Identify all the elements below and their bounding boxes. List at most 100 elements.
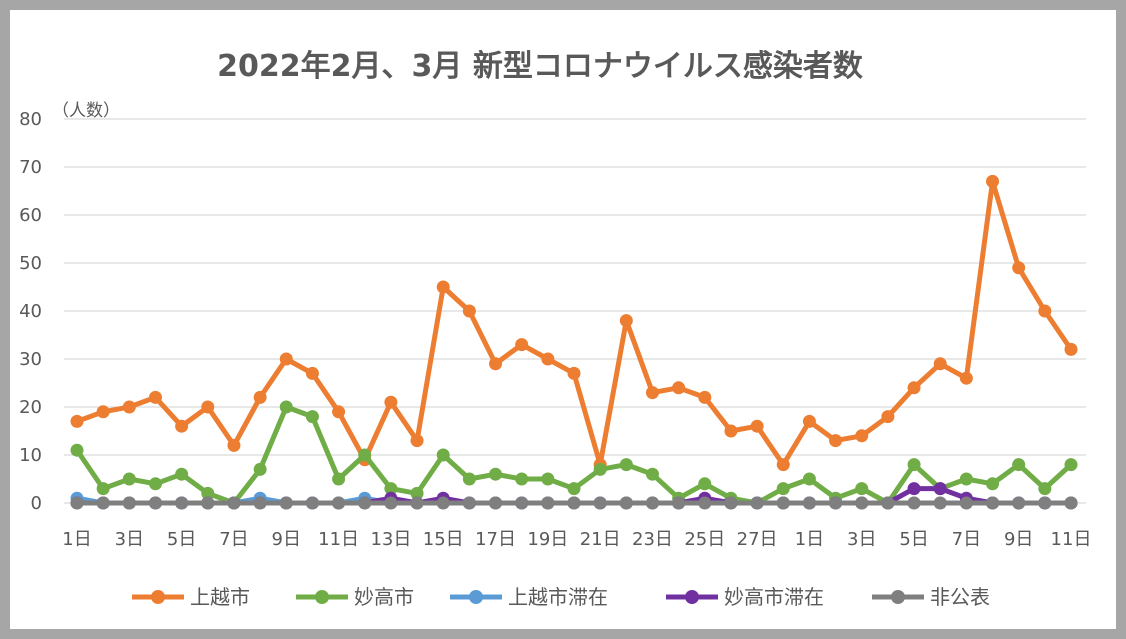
data-point	[776, 482, 790, 496]
data-point	[201, 400, 215, 414]
data-point	[933, 482, 947, 496]
data-point	[70, 443, 84, 457]
legend-item: 上越市滞在	[450, 585, 608, 609]
data-point	[881, 410, 895, 424]
legend-marker	[151, 590, 165, 604]
data-point	[567, 366, 581, 380]
x-axis-ticks: 1日 3日 5日 7日 9日 11日 13日 15日 17日 19日 21日 23日 25日 27日 1日 3…	[62, 529, 1091, 550]
data-point	[907, 458, 921, 472]
data-point	[148, 496, 162, 510]
y-tick-label: 40	[19, 301, 42, 322]
data-point	[645, 386, 659, 400]
x-tick-label: 3日	[847, 529, 876, 550]
legend-item: 妙高市	[296, 585, 414, 609]
data-point	[776, 458, 790, 472]
y-tick-label: 80	[19, 109, 42, 130]
data-point	[907, 482, 921, 496]
data-point	[1012, 458, 1026, 472]
data-point	[829, 434, 843, 448]
data-point	[802, 496, 816, 510]
data-point	[410, 434, 424, 448]
legend: 上越市 妙高市 上越市滞在 妙高市滞在 非公表	[132, 585, 990, 609]
data-point	[1064, 458, 1078, 472]
data-point	[593, 462, 607, 476]
x-tick-label: 17日	[475, 529, 516, 550]
x-tick-label: 11日	[318, 529, 359, 550]
x-tick-label: 27日	[737, 529, 778, 550]
data-point	[750, 419, 764, 433]
y-tick-label: 60	[19, 205, 42, 226]
data-point	[724, 496, 738, 510]
data-point	[1012, 496, 1026, 510]
data-point	[332, 405, 346, 419]
legend-item: 非公表	[872, 585, 990, 609]
data-point	[829, 496, 843, 510]
data-point	[305, 410, 319, 424]
data-point	[462, 496, 476, 510]
data-point	[253, 496, 267, 510]
data-point	[515, 472, 529, 486]
gridlines	[64, 118, 1086, 504]
data-point	[698, 477, 712, 491]
x-tick-label: 25日	[684, 529, 725, 550]
data-point	[802, 414, 816, 428]
series-2	[70, 400, 1078, 510]
data-point	[541, 352, 555, 366]
data-point	[253, 390, 267, 404]
data-point	[436, 496, 450, 510]
x-tick-label: 1日	[62, 529, 91, 550]
data-point	[148, 390, 162, 404]
y-axis-unit-label: （人数）	[52, 101, 120, 121]
data-point	[619, 496, 633, 510]
legend-item: 上越市	[132, 585, 250, 609]
x-tick-label: 15日	[423, 529, 464, 550]
data-point	[332, 496, 346, 510]
x-tick-label: 9日	[272, 529, 301, 550]
series-1	[70, 174, 1078, 472]
data-point	[750, 496, 764, 510]
data-point	[567, 496, 581, 510]
data-point	[489, 467, 503, 481]
data-point	[175, 419, 189, 433]
legend-item: 妙高市滞在	[666, 585, 824, 609]
legend-marker	[685, 590, 699, 604]
data-point	[672, 381, 686, 395]
legend-label: 非公表	[930, 585, 990, 609]
y-axis-ticks: 0 10 20 30 40 50 60 70 80	[19, 109, 42, 514]
data-point	[96, 405, 110, 419]
legend-marker	[891, 590, 905, 604]
data-point	[567, 482, 581, 496]
data-point	[698, 496, 712, 510]
data-point	[1038, 304, 1052, 318]
data-point	[384, 496, 398, 510]
data-point	[672, 496, 686, 510]
data-point	[776, 496, 790, 510]
data-point	[148, 477, 162, 491]
data-point	[645, 467, 659, 481]
data-point	[96, 482, 110, 496]
data-point	[881, 496, 895, 510]
data-point	[515, 496, 529, 510]
series-line	[74, 178, 1074, 468]
data-point	[1012, 261, 1026, 275]
series-layer	[70, 174, 1078, 510]
legend-marker	[469, 590, 483, 604]
data-point	[201, 496, 215, 510]
data-point	[698, 390, 712, 404]
x-tick-label: 3日	[115, 529, 144, 550]
legend-label: 妙高市	[354, 585, 414, 609]
data-point	[384, 395, 398, 409]
data-point	[515, 338, 529, 352]
data-point	[70, 496, 84, 510]
data-point	[619, 314, 633, 328]
data-point	[802, 472, 816, 486]
data-point	[724, 424, 738, 438]
data-point	[96, 496, 110, 510]
data-point	[986, 477, 1000, 491]
y-tick-label: 50	[19, 253, 42, 274]
legend-label: 上越市滞在	[508, 585, 608, 609]
data-point	[70, 414, 84, 428]
x-tick-label: 21日	[580, 529, 621, 550]
data-point	[253, 462, 267, 476]
